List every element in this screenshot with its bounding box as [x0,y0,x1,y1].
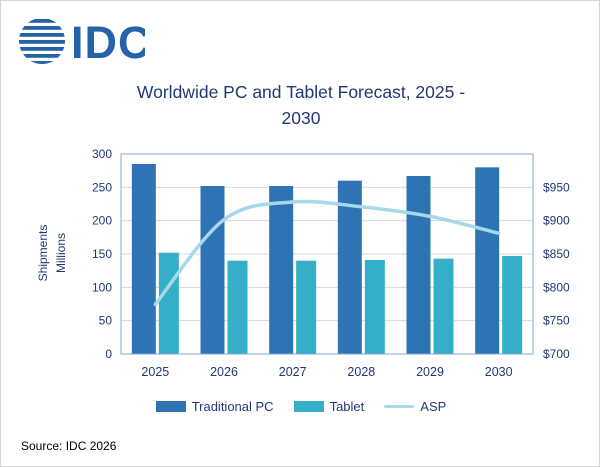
y-axis-label-millions: Millions [54,233,68,273]
plot-border [120,153,534,355]
right-axis-tick-label: $700 [543,347,570,361]
asp-line-swatch-icon [384,405,415,408]
tablet-bar [502,256,523,354]
chart-title-line2: 2030 [281,108,321,128]
left-axis-tick-label: 200 [92,214,112,228]
left-axis-tick-label: 100 [92,280,112,294]
right-axis-tick-label: $750 [543,314,570,328]
legend-item-tablet: Tablet [293,399,365,414]
y-axis-label-shipments: Shipments [36,225,50,282]
traditional-pc-bar [337,180,362,354]
x-axis-category-label: 2025 [141,365,169,379]
idc-logo: IDC [15,13,151,74]
right-axis-tick-label: $850 [543,247,570,261]
x-axis-category-label: 2030 [485,365,513,379]
tablet-bar [296,260,317,354]
legend-item-asp: ASP [384,399,446,414]
legend: Traditional PC Tablet ASP [1,399,599,414]
tablet-bar [364,260,385,354]
traditional-pc-bar [131,164,156,354]
left-axis-tick-label: 0 [105,347,112,361]
source-note: Source: IDC 2026 [21,439,117,453]
chart-svg: Shipments Millions 0 $700 50 $750 100 $800 150… [36,147,570,379]
asp-line [153,199,501,307]
idc-globe-icon [19,19,65,64]
legend-label-traditional-pc: Traditional PC [191,399,274,414]
traditional-pc-bar [269,186,294,354]
chart-title-line1: Worldwide PC and Tablet Forecast, 2025 - [136,82,466,102]
legend-label-tablet: Tablet [329,399,365,414]
left-axis-tick-label: 150 [92,247,112,261]
traditional-pc-swatch-icon [155,401,186,412]
idc-logo-text: IDC [71,17,145,68]
left-axis-tick-label: 300 [92,147,112,161]
traditional-pc-bar [406,176,431,354]
left-axis-tick-label: 50 [99,314,113,328]
idc-logo-graphic: IDC [19,17,151,68]
left-axis-tick-label: 250 [92,180,112,194]
right-axis-tick-label: $800 [543,280,570,294]
x-axis-category-label: 2028 [347,365,375,379]
x-axis-category-label: 2027 [279,365,307,379]
traditional-pc-bar [200,186,225,354]
traditional-pc-bar [475,167,500,354]
plot-region: 0 $700 50 $750 100 $800 150 $850 200 $900 250 $950 3… [92,147,570,379]
x-axis-category-label: 2026 [210,365,238,379]
chart-area: Shipments Millions 0 $700 50 $750 100 $800 150… [1,131,599,406]
legend-item-traditional-pc: Traditional PC [155,399,274,414]
right-axis-tick-label: $900 [543,214,570,228]
tablet-bar [227,260,248,354]
legend-label-asp: ASP [420,399,447,414]
tablet-bar [433,258,454,354]
right-axis-tick-label: $950 [543,180,570,194]
x-axis-category-label: 2029 [416,365,444,379]
chart-title: Worldwide PC and Tablet Forecast, 2025 -… [1,79,599,131]
tablet-swatch-icon [293,401,324,412]
tablet-bar [158,252,179,354]
